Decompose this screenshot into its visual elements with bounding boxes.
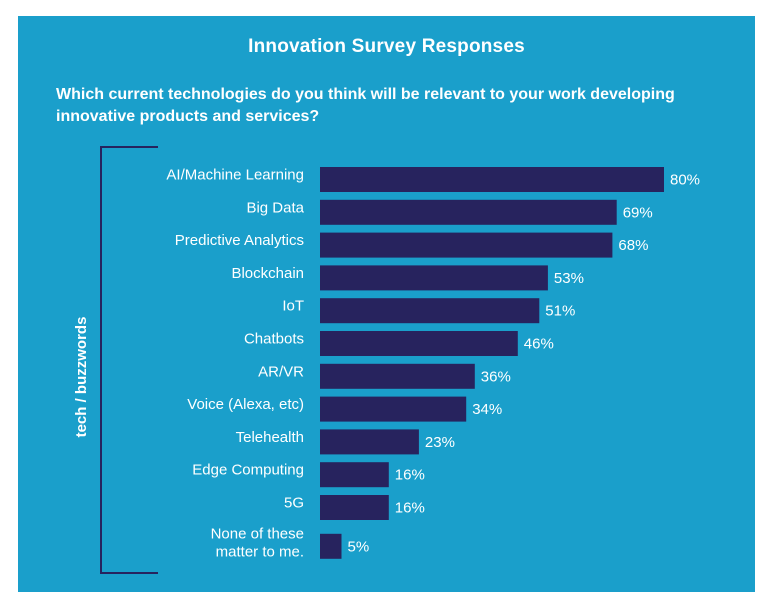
bar xyxy=(320,232,613,258)
bar xyxy=(320,298,540,324)
bar-chart: tech / buzzwords AI/Machine Learning Big … xyxy=(73,146,701,574)
value-label: 16% xyxy=(395,500,425,517)
bars xyxy=(320,167,664,559)
chart-subtitle: Which current technologies do you think … xyxy=(56,86,675,125)
category-label: Chatbots xyxy=(244,331,304,348)
axis-bracket xyxy=(100,146,158,574)
value-label: 68% xyxy=(618,237,648,254)
bar xyxy=(320,167,664,192)
value-label: 23% xyxy=(425,434,455,451)
bar xyxy=(320,429,419,455)
chart-panel: Innovation Survey Responses Which curren… xyxy=(18,16,755,592)
category-label: Big Data xyxy=(246,199,304,216)
category-label: Voice (Alexa, etc) xyxy=(187,396,304,413)
category-label: Blockchain xyxy=(231,265,304,282)
bar xyxy=(320,331,518,356)
category-labels: AI/Machine Learning Big Data Predictive An… xyxy=(166,167,304,561)
value-label: 69% xyxy=(623,204,653,221)
value-label: 51% xyxy=(545,303,575,320)
value-label: 80% xyxy=(670,172,700,189)
value-label: 34% xyxy=(472,401,502,418)
value-label: 5% xyxy=(348,538,370,555)
bracket-line xyxy=(100,146,158,574)
value-label: 36% xyxy=(481,368,511,385)
value-label: 46% xyxy=(524,336,554,353)
value-labels: 80%69%68%53%51%46%36%34%23%16%16%5% xyxy=(348,172,701,556)
chart-title: Innovation Survey Responses xyxy=(248,36,525,57)
y-axis-title: tech / buzzwords xyxy=(73,317,90,438)
category-label: AR/VR xyxy=(258,363,304,380)
value-label: 16% xyxy=(395,467,425,484)
bar xyxy=(320,533,342,559)
category-label: Edge Computing xyxy=(192,462,304,479)
bar xyxy=(320,396,467,422)
category-label: AI/Machine Learning xyxy=(166,167,304,184)
bar xyxy=(320,462,389,488)
bar xyxy=(320,199,617,225)
category-label: Predictive Analytics xyxy=(175,232,304,249)
bar xyxy=(320,495,389,520)
value-label: 53% xyxy=(554,270,584,287)
category-label: None of these matter to me. xyxy=(211,525,304,560)
bar xyxy=(320,363,475,389)
category-label: IoT xyxy=(282,298,304,315)
category-label: 5G xyxy=(284,495,304,512)
bar xyxy=(320,265,548,291)
category-label: Telehealth xyxy=(236,429,304,446)
